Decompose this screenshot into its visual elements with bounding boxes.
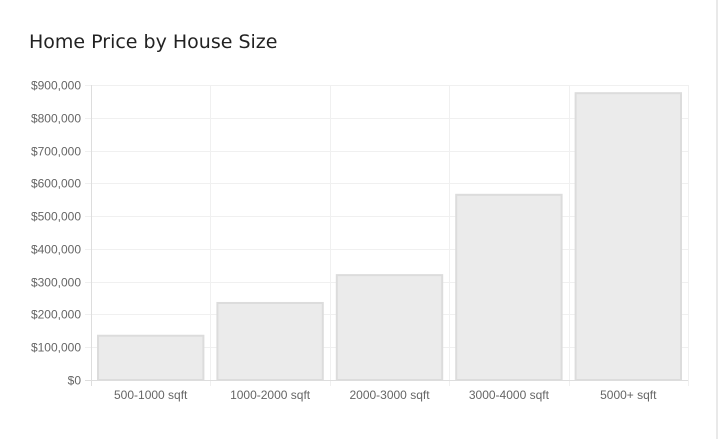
bars (97, 92, 682, 382)
chart-title: Home Price by House Size (29, 31, 278, 53)
x-tick-label: 3000-4000 sqft (469, 388, 550, 402)
y-tick-label: $500,000 (31, 210, 81, 224)
y-tick-label: $400,000 (31, 243, 81, 257)
x-tick-label: 1000-2000 sqft (230, 388, 311, 402)
y-tick-label: $700,000 (31, 145, 81, 159)
bar[interactable] (97, 334, 205, 381)
x-tick-label: 500-1000 sqft (114, 388, 188, 402)
bar[interactable] (455, 193, 563, 381)
y-axis-tick-labels: $0 $100,000 $200,000 $300,000 $400,000 $500,0… (31, 79, 81, 388)
y-tick-label: $0 (68, 374, 82, 388)
y-tick-label: $300,000 (31, 276, 81, 290)
y-tick-label: $800,000 (31, 112, 81, 126)
y-tick-label: $600,000 (31, 177, 81, 191)
y-tick-label: $900,000 (31, 79, 81, 93)
bar[interactable] (335, 274, 444, 381)
x-axis-tick-labels: 500-1000 sqft 1000-2000 sqft 2000-3000 sqf… (114, 388, 657, 402)
bar[interactable] (574, 92, 682, 381)
x-tick-label: 2000-3000 sqft (349, 388, 430, 402)
y-tick-label: $100,000 (31, 341, 81, 355)
axes (91, 85, 688, 381)
y-tick-label: $200,000 (31, 308, 81, 322)
bar[interactable] (216, 301, 324, 382)
x-tick-label: 5000+ sqft (600, 388, 657, 402)
